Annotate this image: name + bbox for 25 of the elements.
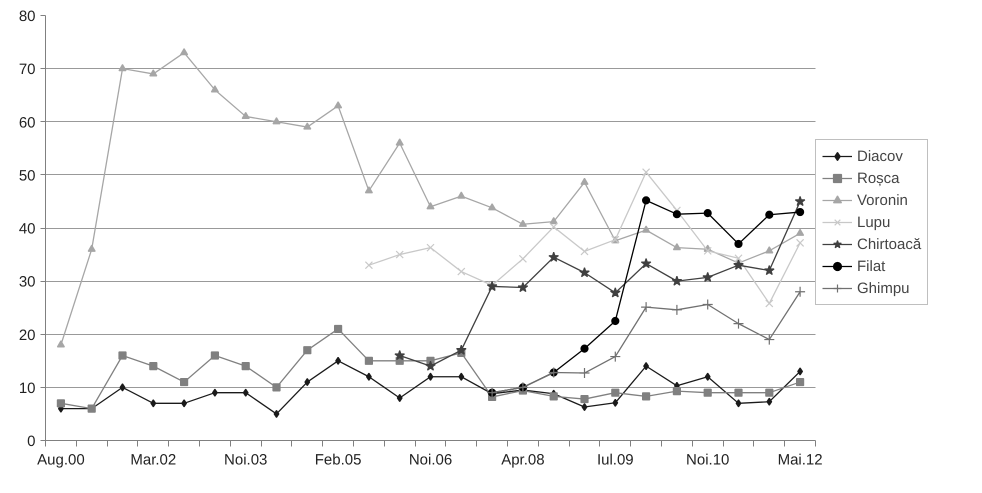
y-tick-label: 20	[18, 326, 36, 344]
x-tick-label: Iul.09	[596, 452, 634, 468]
x-tick-label: Noi.10	[686, 452, 730, 468]
y-tick-label: 70	[18, 61, 36, 78]
legend-label: Ghimpu	[857, 280, 910, 296]
y-tick-label: 60	[18, 114, 36, 132]
y-tick-label: 0	[27, 433, 36, 450]
x-tick-label: Aug.00	[37, 452, 85, 468]
x-tick-label: Noi.03	[224, 452, 268, 468]
legend-label: Voronin	[857, 192, 908, 208]
legend-label: Lupu	[857, 214, 890, 230]
x-tick-label: Mai.12	[778, 452, 823, 468]
legend-label: Chirtoacă	[857, 236, 922, 252]
y-tick-label: 80	[18, 8, 36, 25]
legend-label: Filat	[857, 258, 886, 274]
x-tick-label: Mar.02	[130, 452, 176, 468]
x-tick-label: Feb.05	[314, 452, 362, 468]
legend-label: Diacov	[857, 148, 903, 164]
x-tick-label: Apr.08	[501, 452, 545, 468]
y-tick-label: 30	[18, 274, 36, 291]
y-tick-label: 40	[18, 220, 36, 238]
x-tick-label: Noi.06	[408, 452, 452, 468]
y-tick-label: 50	[18, 167, 36, 184]
y-tick-label: 10	[18, 380, 36, 397]
legend-label: Roșca	[857, 170, 900, 186]
